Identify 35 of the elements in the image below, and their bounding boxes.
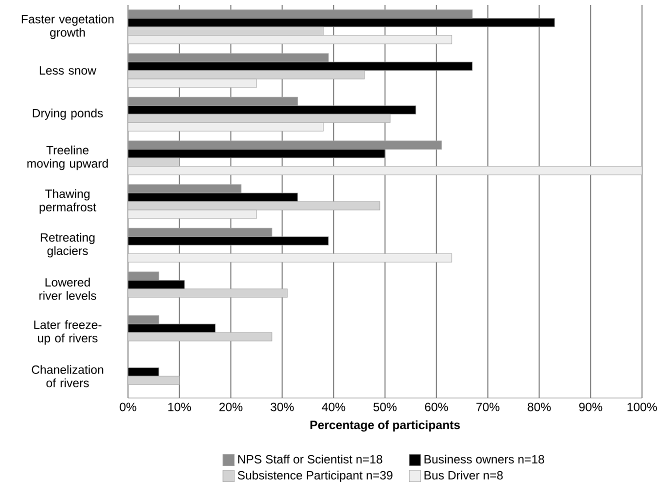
bar: [128, 122, 324, 132]
y-tick-label: Treeline moving upward: [27, 146, 108, 170]
bar: [128, 35, 452, 44]
x-tick-label: 50%: [373, 402, 397, 412]
y-tick-label: Later freeze-up of rivers: [34, 320, 102, 345]
y-tick-label: Thawing permafrost: [40, 189, 96, 214]
legend-label: Business owners n=18: [424, 454, 544, 464]
y-tick-label: Retreating glaciers: [40, 232, 94, 258]
x-tick-label: 10%: [168, 402, 191, 412]
x-tick-label: 40%: [322, 402, 346, 412]
x-tick-label: 30%: [270, 402, 294, 412]
y-tick-label: Faster vegetation growth: [22, 14, 114, 40]
x-tick-label: 80%: [528, 402, 551, 412]
bar: [128, 376, 180, 385]
legend-label: NPS Staff or Scientist n=18: [238, 454, 382, 464]
x-tick-label: 90%: [579, 402, 602, 412]
x-tick-label: 60%: [425, 402, 448, 412]
bar: [128, 272, 160, 281]
bar: [128, 158, 180, 167]
bar: [128, 253, 452, 262]
x-tick-label: 20%: [219, 402, 242, 412]
legend-label: Bus Driver n=8: [424, 470, 503, 480]
bar: [128, 114, 390, 123]
x-tick-label: 100%: [628, 402, 657, 412]
bar: [128, 166, 642, 176]
legend-label: Subsistence Participant n=39: [238, 470, 392, 482]
x-tick-label: 0%: [120, 402, 136, 412]
bar: [128, 288, 288, 298]
y-tick-label: Chanelization of rivers: [32, 365, 104, 388]
y-tick-label: Less snow: [40, 66, 96, 75]
y-tick-label: Drying ponds: [32, 108, 103, 120]
bar: [128, 26, 324, 36]
x-tick-label: 70%: [476, 402, 500, 412]
y-tick-label: Lowered river levels: [39, 278, 96, 300]
x-axis-title: Percentage of participants: [310, 420, 460, 432]
